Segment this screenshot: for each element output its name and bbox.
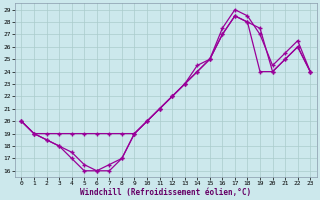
X-axis label: Windchill (Refroidissement éolien,°C): Windchill (Refroidissement éolien,°C) — [80, 188, 252, 197]
